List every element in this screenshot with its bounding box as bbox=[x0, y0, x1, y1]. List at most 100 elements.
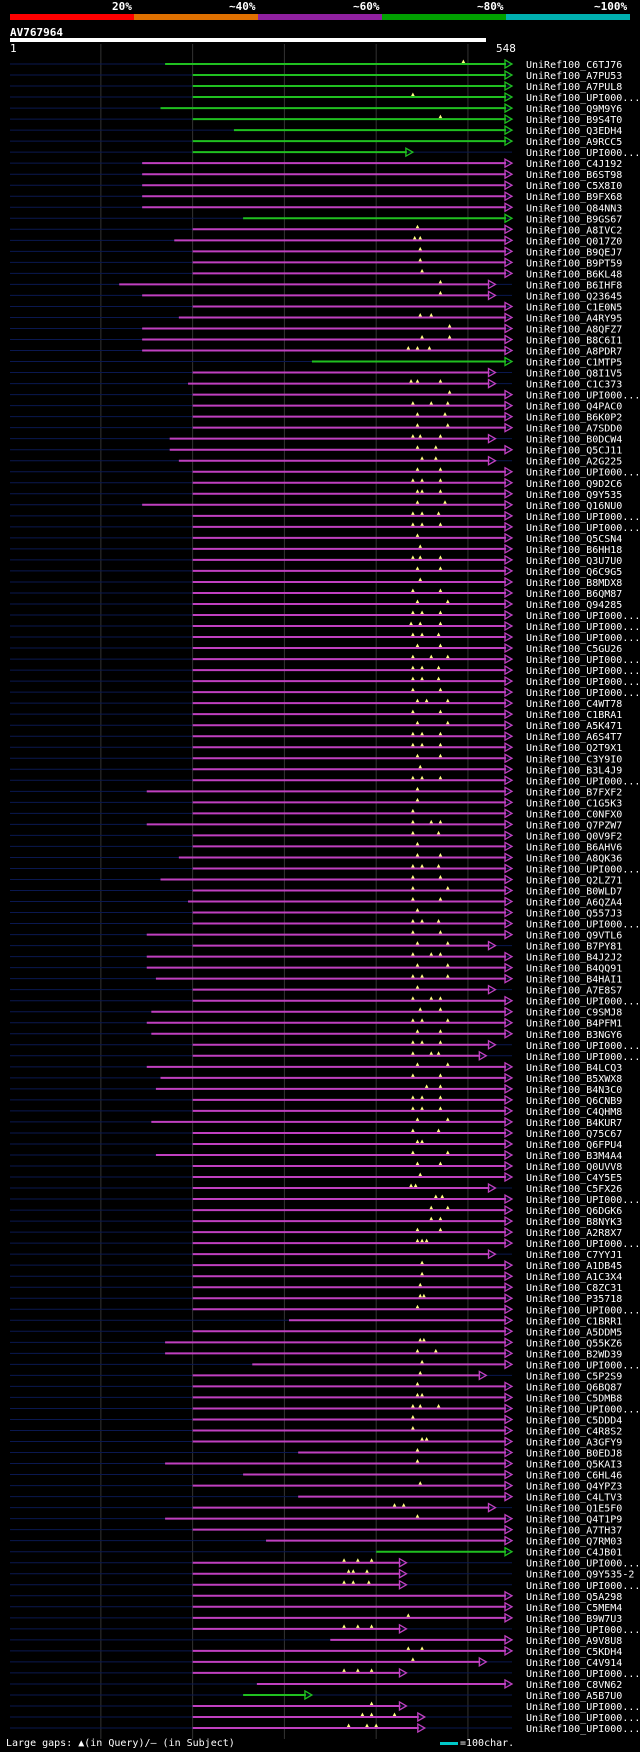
hit-label[interactable]: UniRef100_UPI000... bbox=[526, 93, 640, 104]
hit-label[interactable]: UniRef100_Q5A298 bbox=[526, 1592, 622, 1603]
hit-label[interactable]: UniRef100_A7PU53 bbox=[526, 71, 622, 82]
hit-label[interactable]: UniRef100_Q23645 bbox=[526, 291, 622, 302]
hit-label[interactable]: UniRef100_Q017Z0 bbox=[526, 236, 622, 247]
hit-label[interactable]: UniRef100_B0DCW4 bbox=[526, 435, 622, 446]
hit-label[interactable]: UniRef100_UPI000... bbox=[526, 1052, 640, 1063]
hit-label[interactable]: UniRef100_UPI000... bbox=[526, 997, 640, 1008]
hit-label[interactable]: UniRef100_B7FXF2 bbox=[526, 787, 622, 798]
hit-label[interactable]: UniRef100_C1E0N5 bbox=[526, 302, 622, 313]
hit-label[interactable]: UniRef100_B9FX68 bbox=[526, 192, 622, 203]
hit-label[interactable]: UniRef100_B5XWX8 bbox=[526, 1074, 622, 1085]
hit-label[interactable]: UniRef100_Q9M9Y6 bbox=[526, 104, 622, 115]
hit-label[interactable]: UniRef100_C5KDH4 bbox=[526, 1647, 622, 1658]
hit-label[interactable]: UniRef100_B9QEJ7 bbox=[526, 247, 622, 258]
hit-label[interactable]: UniRef100_A9V8U8 bbox=[526, 1636, 622, 1647]
hit-label[interactable]: UniRef100_A6S4T7 bbox=[526, 732, 622, 743]
hit-label[interactable]: UniRef100_UPI000... bbox=[526, 776, 640, 787]
hit-label[interactable]: UniRef100_C6HL46 bbox=[526, 1471, 622, 1482]
hit-label[interactable]: UniRef100_C0NFX0 bbox=[526, 809, 622, 820]
hit-label[interactable]: UniRef100_A3GFY9 bbox=[526, 1438, 622, 1449]
hit-label[interactable]: UniRef100_UPI000... bbox=[526, 523, 640, 534]
hit-label[interactable]: UniRef100_B4KUR7 bbox=[526, 1118, 622, 1129]
hit-label[interactable]: UniRef100_B0EDJ8 bbox=[526, 1449, 622, 1460]
hit-label[interactable]: UniRef100_C9SMJ8 bbox=[526, 1008, 622, 1019]
hit-label[interactable]: UniRef100_UPI000... bbox=[526, 666, 640, 677]
hit-label[interactable]: UniRef100_C1MTP5 bbox=[526, 358, 622, 369]
hit-label[interactable]: UniRef100_UPI000... bbox=[526, 391, 640, 402]
hit-label[interactable]: UniRef100_Q7PZW7 bbox=[526, 820, 622, 831]
hit-label[interactable]: UniRef100_C4J192 bbox=[526, 159, 622, 170]
hit-label[interactable]: UniRef100_UPI000... bbox=[526, 1041, 640, 1052]
hit-label[interactable]: UniRef100_B6HH18 bbox=[526, 545, 622, 556]
hit-label[interactable]: UniRef100_UPI000... bbox=[526, 512, 640, 523]
hit-label[interactable]: UniRef100_B9W7U3 bbox=[526, 1614, 622, 1625]
hit-label[interactable]: UniRef100_A8IVC2 bbox=[526, 225, 622, 236]
hit-label[interactable]: UniRef100_C4LTV3 bbox=[526, 1493, 622, 1504]
hit-label[interactable]: UniRef100_A2G225 bbox=[526, 457, 622, 468]
hit-label[interactable]: UniRef100_UPI000... bbox=[526, 468, 640, 479]
hit-label[interactable]: UniRef100_P35718 bbox=[526, 1294, 622, 1305]
hit-label[interactable]: UniRef100_C1G5K3 bbox=[526, 798, 622, 809]
hit-label[interactable]: UniRef100_Q6FPU4 bbox=[526, 1140, 622, 1151]
hit-label[interactable]: UniRef100_Q557J3 bbox=[526, 909, 622, 920]
hit-label[interactable]: UniRef100_Q3U7U0 bbox=[526, 556, 622, 567]
hit-label[interactable]: UniRef100_A8QFZ7 bbox=[526, 324, 622, 335]
hit-label[interactable]: UniRef100_B6ST98 bbox=[526, 170, 622, 181]
hit-label[interactable]: UniRef100_UPI000... bbox=[526, 1669, 640, 1680]
hit-label[interactable]: UniRef100_A5DDM5 bbox=[526, 1327, 622, 1338]
hit-label[interactable]: UniRef100_Q6CNB9 bbox=[526, 1096, 622, 1107]
hit-label[interactable]: UniRef100_B9GS67 bbox=[526, 214, 622, 225]
hit-label[interactable]: UniRef100_B0WLD7 bbox=[526, 887, 622, 898]
hit-label[interactable]: UniRef100_C5MEM4 bbox=[526, 1603, 622, 1614]
hit-label[interactable]: UniRef100_C6TJ76 bbox=[526, 60, 622, 71]
hit-label[interactable]: UniRef100_UPI000... bbox=[526, 1404, 640, 1415]
hit-label[interactable]: UniRef100_Q5CJ11 bbox=[526, 446, 622, 457]
hit-label[interactable]: UniRef100_A2R8X7 bbox=[526, 1228, 622, 1239]
hit-label[interactable]: UniRef100_Q55KZ6 bbox=[526, 1338, 622, 1349]
hit-label[interactable]: UniRef100_A6QZA4 bbox=[526, 898, 622, 909]
hit-label[interactable]: UniRef100_Q4YPZ3 bbox=[526, 1482, 622, 1493]
hit-label[interactable]: UniRef100_UPI000... bbox=[526, 148, 640, 159]
hit-label[interactable]: UniRef100_UPI000... bbox=[526, 1702, 640, 1713]
hit-label[interactable]: UniRef100_C4V914 bbox=[526, 1658, 622, 1669]
hit-label[interactable]: UniRef100_C8ZC31 bbox=[526, 1283, 622, 1294]
hit-label[interactable]: UniRef100_UPI000... bbox=[526, 1305, 640, 1316]
hit-label[interactable]: UniRef100_C5DMB8 bbox=[526, 1393, 622, 1404]
hit-label[interactable]: UniRef100_UPI000... bbox=[526, 920, 640, 931]
hit-label[interactable]: UniRef100_UPI000... bbox=[526, 1559, 640, 1570]
hit-label[interactable]: UniRef100_Q1E5F0 bbox=[526, 1504, 622, 1515]
hit-label[interactable]: UniRef100_UPI000... bbox=[526, 1724, 640, 1735]
hit-label[interactable]: UniRef100_B4PFM1 bbox=[526, 1019, 622, 1030]
hit-label[interactable]: UniRef100_C3Y9I0 bbox=[526, 754, 622, 765]
hit-label[interactable]: UniRef100_C4JB01 bbox=[526, 1548, 622, 1559]
hit-label[interactable]: UniRef100_C1BRR1 bbox=[526, 1316, 622, 1327]
hit-label[interactable]: UniRef100_A7PUL8 bbox=[526, 82, 622, 93]
hit-label[interactable]: UniRef100_A1DB45 bbox=[526, 1261, 622, 1272]
hit-label[interactable]: UniRef100_UPI000... bbox=[526, 688, 640, 699]
hit-label[interactable]: UniRef100_B2WD39 bbox=[526, 1349, 622, 1360]
hit-label[interactable]: UniRef100_Q6C9G5 bbox=[526, 567, 622, 578]
hit-label[interactable]: UniRef100_Q84NN3 bbox=[526, 203, 622, 214]
hit-label[interactable]: UniRef100_C1BRA1 bbox=[526, 710, 622, 721]
hit-label[interactable]: UniRef100_UPI000... bbox=[526, 622, 640, 633]
hit-label[interactable]: UniRef100_Q2T9X1 bbox=[526, 743, 622, 754]
hit-label[interactable]: UniRef100_C5FX26 bbox=[526, 1184, 622, 1195]
hit-label[interactable]: UniRef100_C7YYJ1 bbox=[526, 1250, 622, 1261]
hit-label[interactable]: UniRef100_C8VN62 bbox=[526, 1680, 622, 1691]
hit-label[interactable]: UniRef100_B6KL48 bbox=[526, 269, 622, 280]
hit-label[interactable]: UniRef100_Q5KAI3 bbox=[526, 1460, 622, 1471]
hit-label[interactable]: UniRef100_Q75C67 bbox=[526, 1129, 622, 1140]
hit-label[interactable]: UniRef100_Q4T1P9 bbox=[526, 1515, 622, 1526]
hit-label[interactable]: UniRef100_C5P2S9 bbox=[526, 1371, 622, 1382]
hit-label[interactable]: UniRef100_Q6BQ87 bbox=[526, 1382, 622, 1393]
hit-label[interactable]: UniRef100_Q8I1V5 bbox=[526, 369, 622, 380]
hit-label[interactable]: UniRef100_UPI000... bbox=[526, 1360, 640, 1371]
hit-label[interactable]: UniRef100_B6QM87 bbox=[526, 589, 622, 600]
hit-label[interactable]: UniRef100_Q2LZ71 bbox=[526, 875, 622, 886]
hit-label[interactable]: UniRef100_Q9VTL6 bbox=[526, 931, 622, 942]
hit-label[interactable]: UniRef100_UPI000... bbox=[526, 677, 640, 688]
hit-label[interactable]: UniRef100_B6IHF8 bbox=[526, 280, 622, 291]
hit-label[interactable]: UniRef100_UPI000... bbox=[526, 1239, 640, 1250]
hit-label[interactable]: UniRef100_UPI000... bbox=[526, 633, 640, 644]
hit-label[interactable]: UniRef100_A7E8S7 bbox=[526, 986, 622, 997]
